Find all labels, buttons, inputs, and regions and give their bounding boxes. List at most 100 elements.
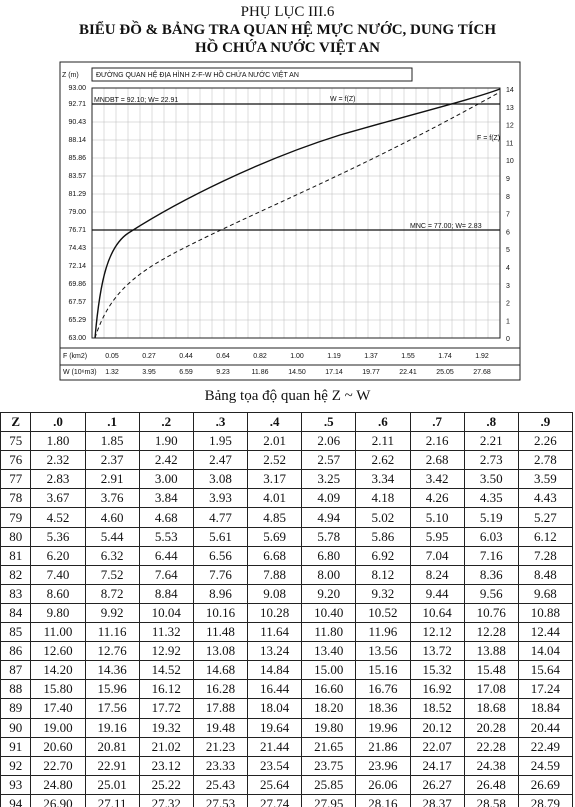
volume-cell: 9.44	[409, 583, 465, 604]
volume-cell: 4.43	[517, 488, 574, 509]
table-row: 83 8.60 8.72 8.84 8.96 9.08 9.20 9.32 9.44 9.56 9.…	[0, 583, 574, 604]
volume-cell: 13.40	[301, 641, 357, 662]
volume-cell: 14.20	[30, 660, 86, 681]
f-value: 1.19	[327, 353, 341, 360]
volume-cell: 8.60	[30, 583, 86, 604]
volume-cell: 20.28	[463, 717, 519, 738]
grid	[92, 87, 500, 339]
right-tick-label: 2	[506, 301, 510, 308]
w-value: 17.14	[325, 369, 343, 376]
volume-cell: 9.92	[84, 602, 140, 624]
volume-cell: 3.67	[30, 488, 86, 509]
volume-cell: 3.08	[192, 469, 249, 490]
volume-cell: 4.85	[247, 507, 303, 528]
volume-cell: 15.32	[409, 660, 465, 681]
y-tick-label: 76.71	[68, 227, 86, 234]
z-cell: 88	[0, 679, 32, 700]
f-value: 1.92	[475, 353, 489, 360]
volume-cell: 18.20	[301, 698, 357, 719]
volume-cell: 13.08	[192, 641, 249, 662]
plot-frame	[91, 87, 501, 339]
right-tick-label: 10	[506, 158, 514, 165]
z-cell: 92	[0, 755, 32, 776]
w-value: 9.23	[216, 369, 230, 376]
volume-cell: 27.95	[301, 793, 357, 807]
volume-cell: 14.68	[192, 660, 249, 681]
y-tick-label: 93.00	[68, 85, 86, 92]
table-row: 92 22.70 22.91 23.12 23.33 23.54 23.75 23.96 24.…	[0, 755, 574, 776]
volume-cell: 2.16	[409, 431, 465, 452]
volume-cell: 21.44	[247, 736, 303, 757]
volume-cell: 6.03	[463, 526, 519, 547]
volume-cell: 2.83	[30, 469, 86, 490]
volume-cell: 11.80	[301, 622, 357, 643]
f-value: 0.82	[253, 353, 267, 360]
table-row: 90 19.00 19.16 19.32 19.48 19.64 19.80 19.96 20.…	[0, 717, 574, 738]
volume-cell: 3.17	[247, 469, 303, 490]
header-cell: .7	[409, 411, 465, 433]
volume-cell: 25.22	[138, 774, 194, 795]
volume-cell: 6.56	[192, 545, 249, 566]
volume-cell: 17.72	[138, 698, 194, 719]
volume-cell: 6.92	[355, 545, 411, 566]
y-label: Z (m)	[62, 72, 79, 79]
volume-cell: 25.85	[301, 774, 357, 795]
volume-cell: 11.16	[84, 622, 140, 643]
volume-cell: 25.01	[84, 774, 140, 795]
volume-cell: 11.96	[355, 622, 411, 643]
volume-cell: 4.35	[463, 488, 519, 509]
z-cell: 93	[0, 774, 32, 795]
volume-cell: 3.34	[355, 469, 411, 490]
w-value: 25.05	[436, 369, 454, 376]
w-value: 11.86	[252, 369, 269, 376]
volume-cell: 2.26	[517, 431, 574, 452]
volume-cell: 15.00	[301, 660, 357, 681]
volume-cell: 7.16	[463, 545, 519, 566]
volume-cell: 25.64	[247, 774, 303, 795]
volume-cell: 8.24	[409, 564, 465, 585]
volume-cell: 6.80	[301, 545, 357, 566]
volume-cell: 8.00	[301, 564, 357, 585]
volume-cell: 23.12	[138, 755, 194, 776]
volume-cell: 22.28	[463, 736, 519, 757]
volume-cell: 11.32	[138, 622, 194, 643]
f-value: 0.27	[142, 353, 156, 360]
w-value: 3.95	[142, 369, 156, 376]
volume-cell: 8.72	[84, 583, 140, 604]
volume-cell: 19.00	[30, 717, 86, 738]
volume-cell: 2.32	[30, 450, 86, 471]
volume-cell: 9.68	[517, 583, 574, 604]
volume-cell: 2.01	[247, 431, 303, 452]
volume-cell: 13.88	[463, 641, 519, 662]
volume-cell: 5.61	[192, 526, 249, 547]
header-cell: .5	[301, 411, 357, 433]
volume-cell: 14.36	[84, 660, 140, 681]
right-tick-label: 1	[506, 318, 510, 325]
volume-cell: 10.52	[355, 602, 411, 624]
volume-cell: 9.08	[247, 583, 303, 604]
volume-cell: 2.21	[463, 431, 519, 452]
volume-cell: 22.91	[84, 755, 140, 776]
zw-table: Z .0.1.2.3.4.5.6.7.8.9 75 1.80 1.85 1.90 1.95 2…	[0, 411, 574, 807]
volume-cell: 27.74	[247, 793, 303, 807]
volume-cell: 20.44	[517, 717, 574, 738]
z-cell: 89	[0, 698, 32, 719]
table-row: 81 6.20 6.32 6.44 6.56 6.68 6.80 6.92 7.04 7.16 7.…	[0, 545, 574, 566]
volume-cell: 17.40	[30, 698, 86, 719]
volume-cell: 2.57	[301, 450, 357, 471]
volume-cell: 15.16	[355, 660, 411, 681]
volume-cell: 28.58	[463, 793, 519, 807]
table-row: 78 3.67 3.76 3.84 3.93 4.01 4.09 4.18 4.26 4.35 4.…	[0, 488, 574, 509]
table-row: 86 12.60 12.76 12.92 13.08 13.24 13.40 13.56 13.…	[0, 641, 574, 662]
volume-cell: 17.56	[84, 698, 140, 719]
volume-cell: 4.01	[247, 488, 303, 509]
table-row: 84 9.80 9.92 10.04 10.16 10.28 10.40 10.52 10.64…	[0, 602, 574, 624]
volume-cell: 18.68	[463, 698, 519, 719]
volume-cell: 8.36	[463, 564, 519, 585]
w-value: 1.32	[105, 369, 119, 376]
volume-cell: 22.70	[30, 755, 86, 776]
table-row: 76 2.32 2.37 2.42 2.47 2.52 2.57 2.62 2.68 2.73 2.…	[0, 450, 574, 471]
volume-cell: 7.28	[517, 545, 574, 566]
volume-cell: 12.44	[517, 622, 574, 643]
mnc-label: MNC = 77.00; W= 2.83	[410, 223, 482, 230]
